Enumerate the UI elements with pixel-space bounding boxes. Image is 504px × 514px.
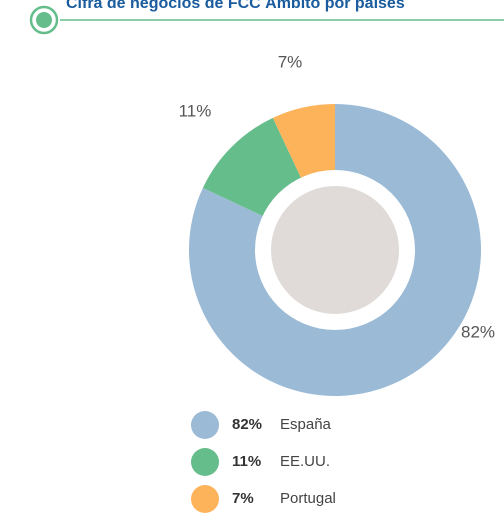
legend-swatch <box>191 448 219 476</box>
legend-value: 7% <box>232 490 254 507</box>
legend-value: 82% <box>232 416 262 433</box>
slice-label: 82% <box>461 322 495 341</box>
donut-center <box>271 186 399 314</box>
slice-label: 7% <box>278 52 303 71</box>
legend-label: Portugal <box>280 490 336 507</box>
slice-label: 11% <box>179 101 212 120</box>
title-icon <box>36 12 52 28</box>
legend-label: España <box>280 416 332 433</box>
legend-swatch <box>191 411 219 439</box>
legend-value: 11% <box>232 453 261 470</box>
chart-title: Cifra de negocios de FCC Ámbito por país… <box>66 0 405 12</box>
legend-swatch <box>191 485 219 513</box>
legend-label: EE.UU. <box>280 453 330 470</box>
